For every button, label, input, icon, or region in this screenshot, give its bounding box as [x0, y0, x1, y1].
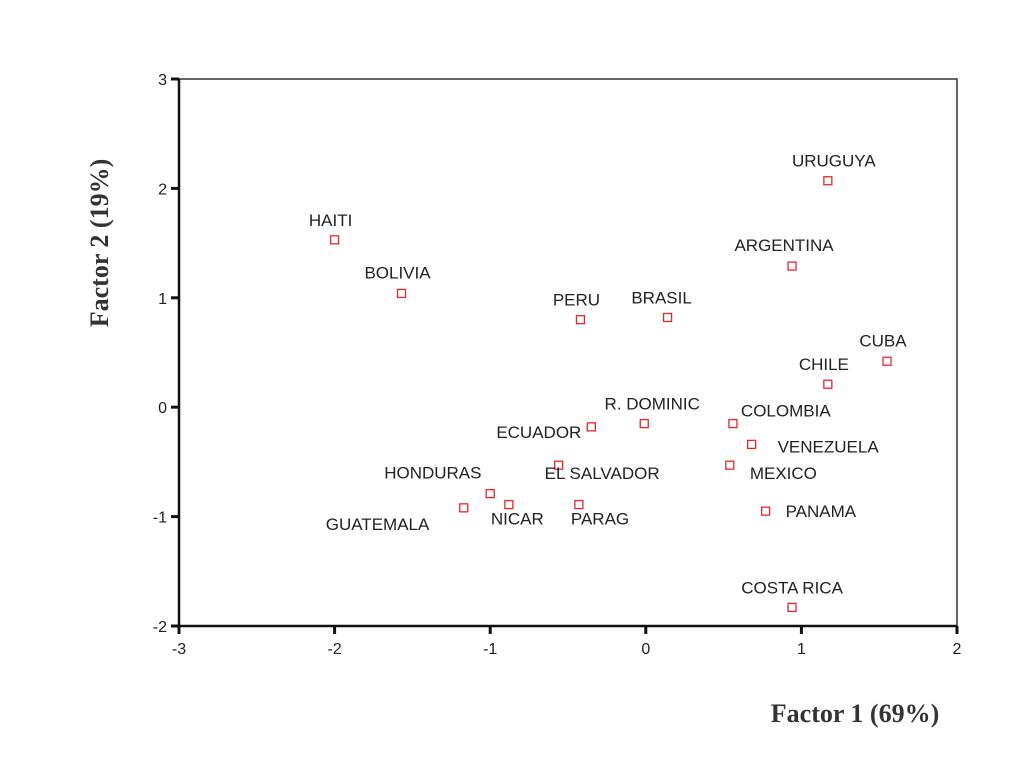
point-label: HONDURAS [384, 464, 481, 483]
point-label: HAITI [309, 211, 352, 230]
data-point-marker [504, 499, 514, 510]
point-label: CHILE [799, 355, 849, 374]
point-label: NICAR [491, 510, 544, 529]
x-tick-label: 2 [953, 641, 962, 658]
x-tick-label: -2 [327, 641, 341, 658]
point-label: GUATEMALA [326, 515, 430, 534]
data-point-marker [760, 506, 771, 516]
point-label: COLOMBIA [741, 402, 831, 421]
point-label: PERU [553, 291, 600, 310]
data-point-marker [882, 356, 892, 366]
data-point-marker [329, 235, 340, 245]
x-axis-title: Factor 1 (69%) [771, 699, 939, 728]
point-label: ARGENTINA [734, 236, 834, 255]
data-point-marker [787, 602, 797, 613]
point-label: BRASIL [631, 288, 691, 307]
point-label: COSTA RICA [741, 578, 843, 597]
point-label: PARAG [571, 510, 629, 529]
x-tick-label: -1 [483, 641, 497, 658]
y-axis-title: Factor 2 (19%) [85, 159, 114, 327]
point-label: EL SALVADOR [545, 464, 660, 483]
data-point-marker [639, 418, 649, 429]
y-tick-label: 3 [158, 72, 167, 89]
data-point-marker [823, 379, 833, 389]
x-tick-label: -3 [172, 641, 186, 658]
data-points [329, 176, 892, 613]
data-point-marker [787, 261, 797, 271]
point-label: R. DOMINIC [605, 395, 700, 414]
point-label: MEXICO [750, 464, 817, 483]
point-labels: URUGUYA HAITI ARGENTINA BOLIVIA PERU BRASIL CU… [309, 152, 907, 598]
x-axis-ticks: -3 -2 -1 0 1 2 [172, 626, 962, 658]
y-tick-label: 0 [158, 400, 167, 417]
x-tick-label: 1 [797, 641, 806, 658]
data-point-marker [746, 439, 757, 450]
data-point-marker [554, 460, 564, 470]
y-tick-label: 2 [158, 181, 167, 198]
y-axis-ticks: -2 -1 0 1 2 3 [153, 72, 179, 636]
point-label: PANAMA [786, 502, 857, 521]
data-point-marker [396, 288, 407, 299]
point-label: BOLIVIA [364, 263, 431, 282]
data-point-marker [459, 503, 469, 513]
data-point-marker [586, 422, 596, 432]
data-point-marker [574, 499, 584, 510]
y-tick-label: -2 [153, 619, 167, 636]
y-tick-label: 1 [158, 291, 167, 308]
y-tick-label: -1 [153, 510, 167, 527]
point-label: ECUADOR [496, 423, 581, 442]
data-point-marker [662, 312, 673, 323]
data-point-marker [728, 418, 738, 429]
data-point-marker [485, 488, 495, 499]
data-point-marker [575, 315, 586, 325]
point-label: CUBA [859, 331, 907, 350]
x-tick-label: 0 [641, 641, 650, 658]
point-label: URUGUYA [792, 152, 876, 171]
point-label: VENEZUELA [778, 437, 880, 456]
data-point-marker [823, 176, 833, 186]
data-point-marker [725, 460, 735, 470]
